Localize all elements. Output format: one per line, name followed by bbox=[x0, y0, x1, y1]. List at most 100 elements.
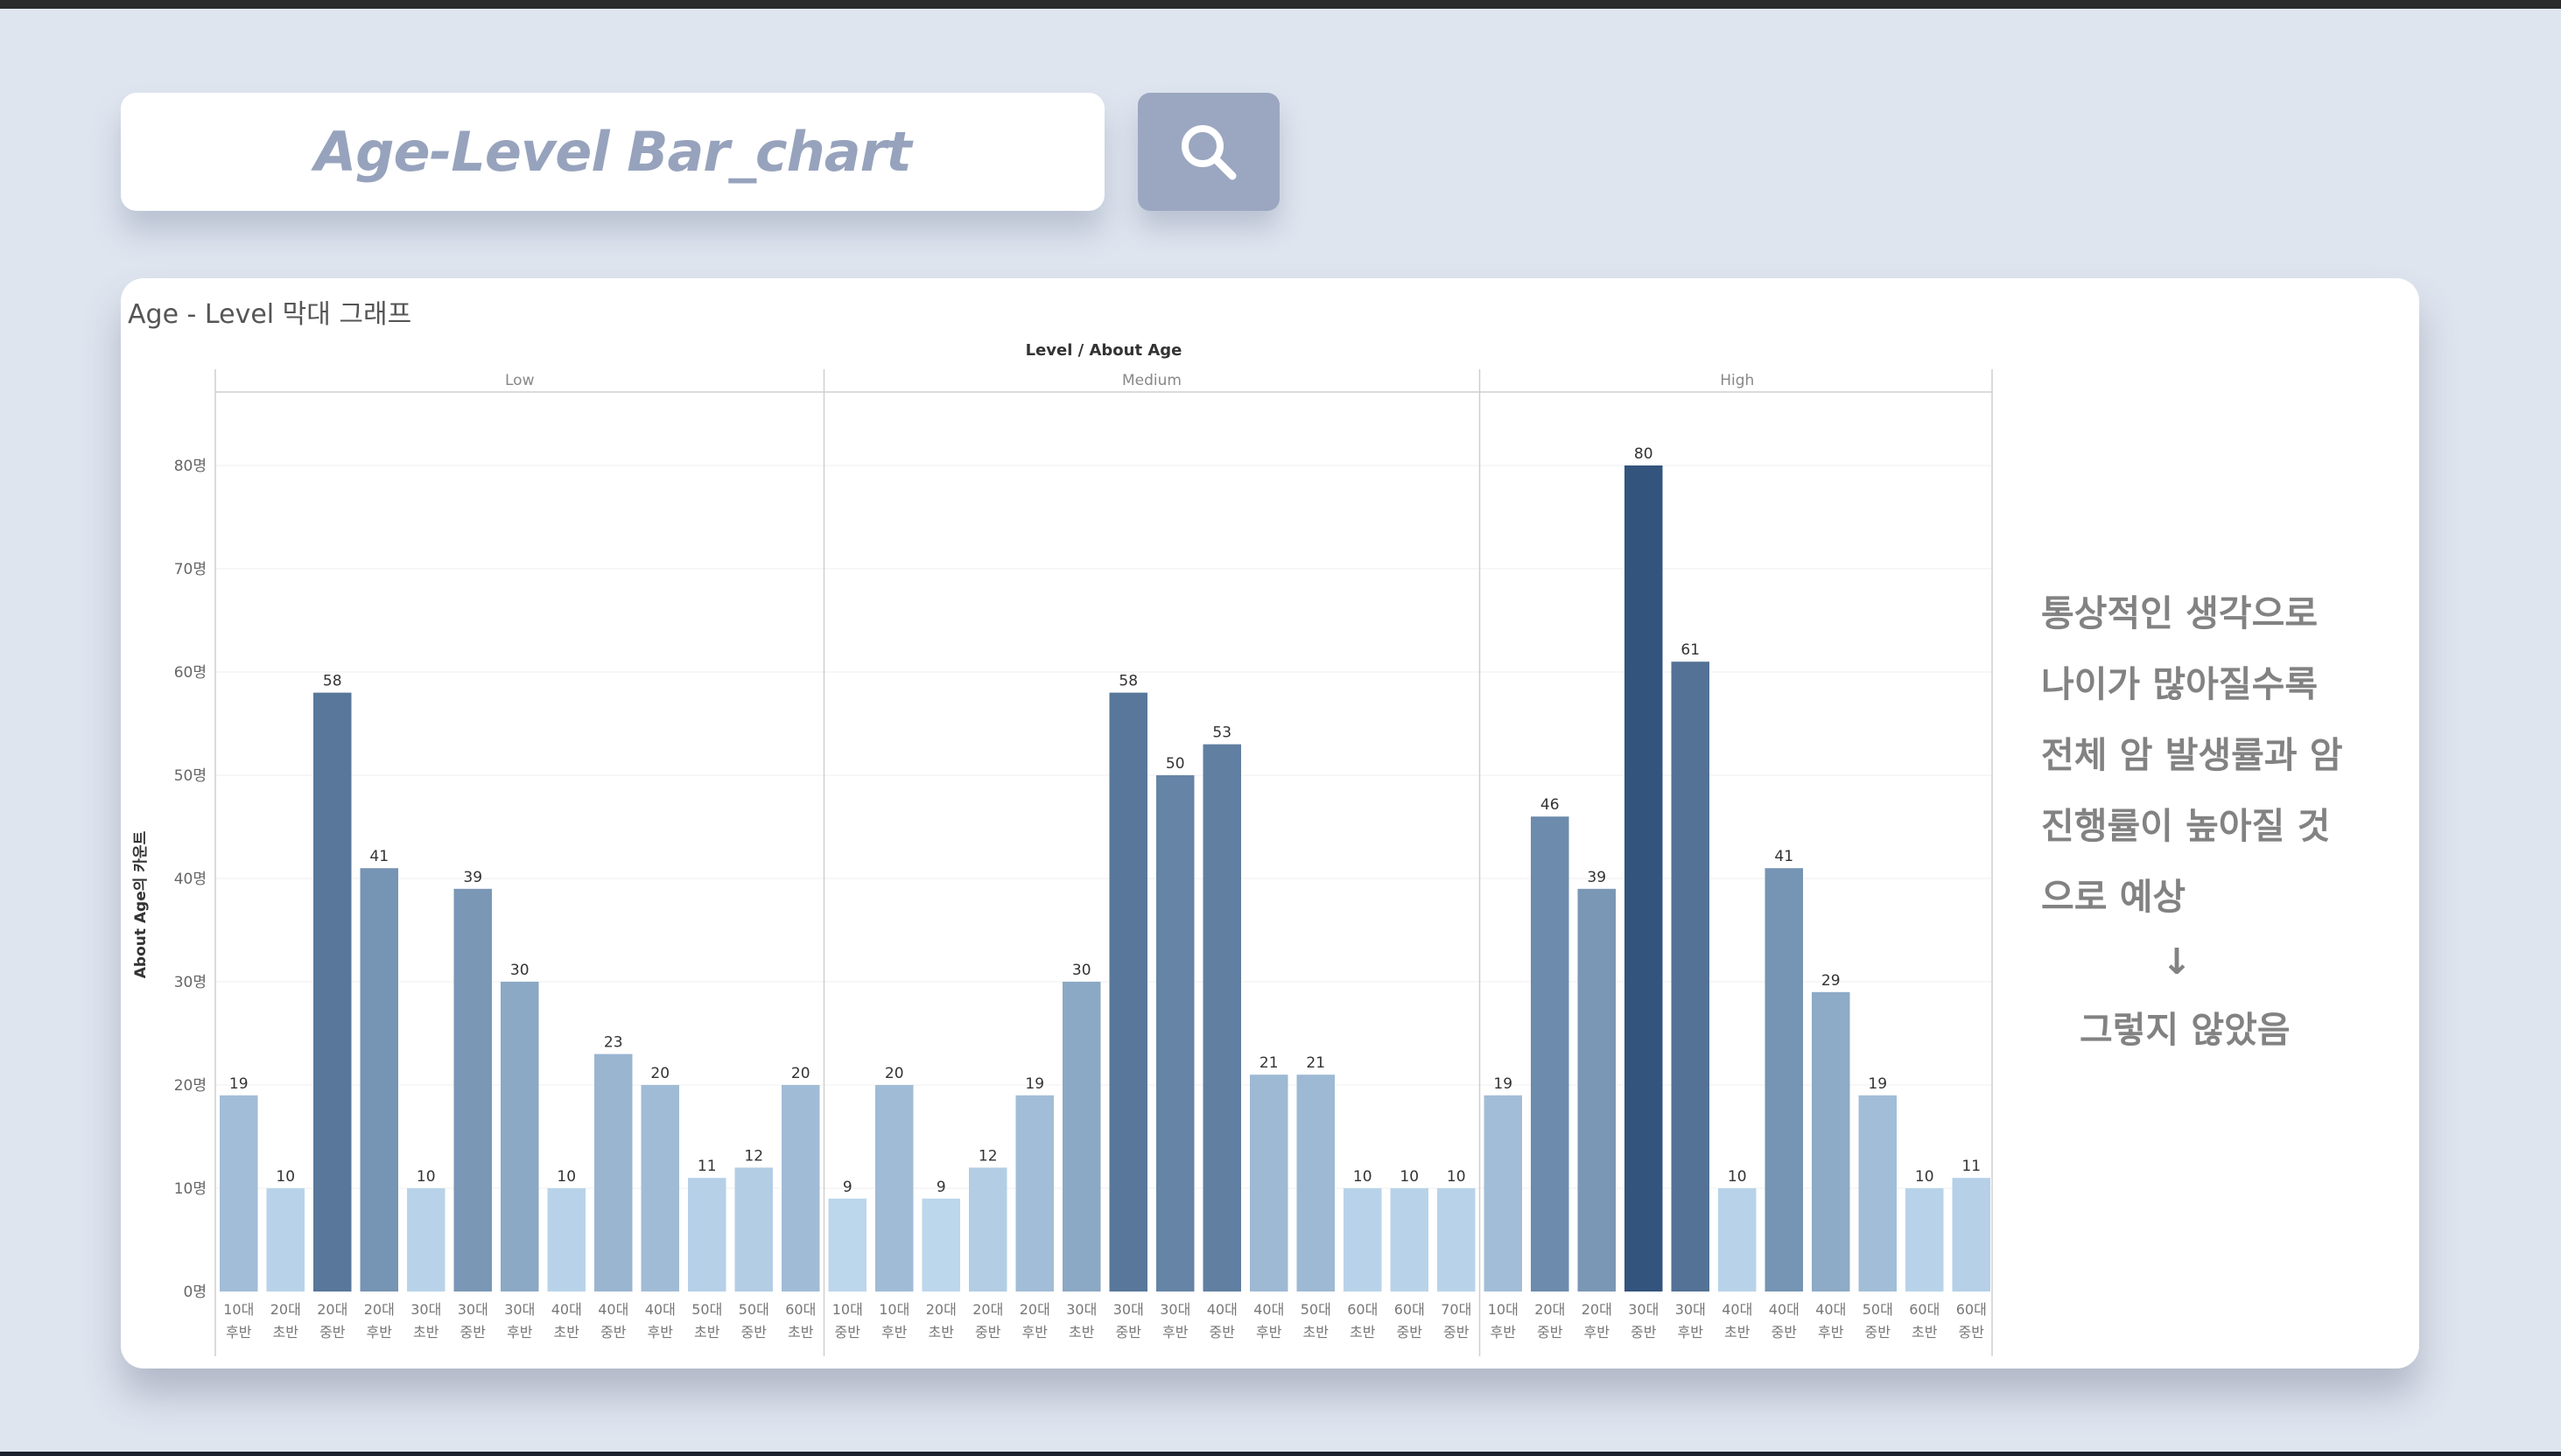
bar-value-label: 41 bbox=[1774, 848, 1793, 865]
x-tick-label: 후반 bbox=[507, 1324, 533, 1340]
x-tick-label: 중반 bbox=[319, 1324, 346, 1340]
x-tick-label: 70대 bbox=[1441, 1301, 1471, 1318]
bar-value-label: 10 bbox=[1400, 1168, 1419, 1186]
x-tick-label: 후반 bbox=[1162, 1324, 1189, 1340]
x-tick-label: 40대 bbox=[1722, 1301, 1752, 1318]
x-tick-label: 중반 bbox=[600, 1324, 627, 1340]
bar-value-label: 19 bbox=[1025, 1075, 1044, 1093]
x-tick-label: 20대 bbox=[926, 1301, 957, 1318]
x-tick-label: 후반 bbox=[367, 1324, 393, 1340]
chart-card: Age - Level 막대 그래프 Level / About Age 0명 10… bbox=[121, 278, 2419, 1368]
x-tick-label: 중반 bbox=[1537, 1324, 1563, 1340]
y-tick-label: 0명 bbox=[184, 1284, 207, 1301]
bar bbox=[313, 693, 352, 1292]
x-tick-label: 60대 bbox=[1909, 1301, 1940, 1318]
x-tick-label: 초반 bbox=[1303, 1324, 1330, 1340]
x-tick-label: 후반 bbox=[1491, 1324, 1517, 1340]
x-tick-label: 30대 bbox=[504, 1301, 535, 1318]
y-tick-label: 80명 bbox=[174, 458, 207, 475]
x-tick-label: 후반 bbox=[1584, 1324, 1610, 1340]
bar-value-label: 12 bbox=[979, 1147, 998, 1165]
bar bbox=[1953, 1178, 1991, 1292]
bar-value-label: 41 bbox=[369, 848, 389, 865]
note-line: 통상적인 생각으로 bbox=[2041, 578, 2409, 649]
bar-value-label: 58 bbox=[1119, 673, 1138, 690]
x-tick-label: 20대 bbox=[1582, 1301, 1612, 1318]
bar-value-label: 19 bbox=[1868, 1075, 1887, 1093]
search-button[interactable] bbox=[1138, 93, 1280, 211]
bar-value-label: 10 bbox=[276, 1168, 295, 1186]
x-tick-label: 20대 bbox=[270, 1301, 301, 1318]
x-tick-label: 초반 bbox=[929, 1324, 955, 1340]
bar bbox=[1905, 1188, 1944, 1292]
y-axis-label: About Age의 카운트 bbox=[132, 830, 150, 978]
y-tick-label: 40명 bbox=[174, 871, 207, 888]
bar-value-label: 46 bbox=[1540, 796, 1560, 814]
x-tick-label: 초반 bbox=[413, 1324, 439, 1340]
bar bbox=[1578, 889, 1617, 1292]
x-tick-label: 후반 bbox=[881, 1324, 908, 1340]
x-tick-label: 중반 bbox=[1631, 1324, 1657, 1340]
bar-value-label: 11 bbox=[698, 1158, 717, 1175]
bar-value-label: 11 bbox=[1961, 1158, 1981, 1175]
bar bbox=[1718, 1188, 1757, 1292]
bar-value-label: 30 bbox=[1072, 962, 1091, 979]
bar-value-label: 10 bbox=[557, 1168, 576, 1186]
bar bbox=[1203, 745, 1242, 1292]
x-tick-label: 40대 bbox=[645, 1301, 676, 1318]
bar bbox=[407, 1188, 446, 1292]
x-tick-label: 후반 bbox=[226, 1324, 252, 1340]
x-tick-label: 40대 bbox=[1815, 1301, 1846, 1318]
note-line: 나이가 많아질수록 bbox=[2041, 649, 2409, 720]
bar-value-label: 21 bbox=[1259, 1054, 1279, 1072]
x-tick-label: 40대 bbox=[598, 1301, 628, 1318]
x-tick-label: 10대 bbox=[879, 1301, 909, 1318]
bar-value-label: 20 bbox=[650, 1065, 670, 1082]
x-tick-label: 초반 bbox=[1069, 1324, 1095, 1340]
bar-value-label: 9 bbox=[843, 1179, 852, 1196]
x-tick-label: 후반 bbox=[1818, 1324, 1844, 1340]
bar bbox=[923, 1199, 961, 1292]
x-tick-label: 30대 bbox=[410, 1301, 441, 1318]
bar bbox=[220, 1096, 258, 1292]
note-line: 전체 암 발생률과 암 bbox=[2041, 720, 2409, 791]
bar-value-label: 39 bbox=[1587, 869, 1606, 886]
bar bbox=[1484, 1096, 1523, 1292]
bar-value-label: 10 bbox=[1353, 1168, 1372, 1186]
x-tick-label: 20대 bbox=[972, 1301, 1003, 1318]
bar bbox=[1812, 992, 1850, 1292]
bar-value-label: 30 bbox=[510, 962, 530, 979]
bar bbox=[969, 1167, 1007, 1292]
x-tick-label: 중반 bbox=[1865, 1324, 1891, 1340]
bar bbox=[1531, 816, 1569, 1292]
search-field[interactable]: Age-Level Bar_chart bbox=[121, 93, 1105, 211]
bar bbox=[1156, 775, 1195, 1292]
bar-value-label: 80 bbox=[1634, 445, 1653, 463]
y-tick-label: 30명 bbox=[174, 974, 207, 991]
x-tick-label: 초반 bbox=[1350, 1324, 1376, 1340]
bar-value-label: 10 bbox=[1915, 1168, 1934, 1186]
y-tick-label: 70명 bbox=[174, 561, 207, 578]
x-tick-label: 후반 bbox=[1678, 1324, 1704, 1340]
bar bbox=[1437, 1188, 1476, 1292]
bar bbox=[1297, 1074, 1336, 1292]
bar bbox=[829, 1199, 867, 1292]
x-tick-label: 50대 bbox=[739, 1301, 769, 1318]
bar bbox=[642, 1085, 680, 1292]
x-tick-label: 40대 bbox=[1253, 1301, 1284, 1318]
x-tick-label: 20대 bbox=[1534, 1301, 1565, 1318]
note-conclusion: 그렇지 않았음 bbox=[2041, 990, 2409, 1069]
x-tick-label: 20대 bbox=[317, 1301, 347, 1318]
panel-header: High bbox=[1720, 372, 1754, 389]
x-tick-label: 후반 bbox=[1256, 1324, 1282, 1340]
x-tick-label: 30대 bbox=[458, 1301, 488, 1318]
bar bbox=[782, 1085, 820, 1292]
panel-header: Low bbox=[505, 372, 535, 389]
x-tick-label: 60대 bbox=[785, 1301, 816, 1318]
x-tick-label: 50대 bbox=[1863, 1301, 1893, 1318]
x-tick-label: 10대 bbox=[223, 1301, 254, 1318]
x-tick-label: 30대 bbox=[1675, 1301, 1706, 1318]
x-tick-label: 초반 bbox=[273, 1324, 299, 1340]
x-tick-label: 30대 bbox=[1160, 1301, 1190, 1318]
x-tick-label: 초반 bbox=[788, 1324, 814, 1340]
